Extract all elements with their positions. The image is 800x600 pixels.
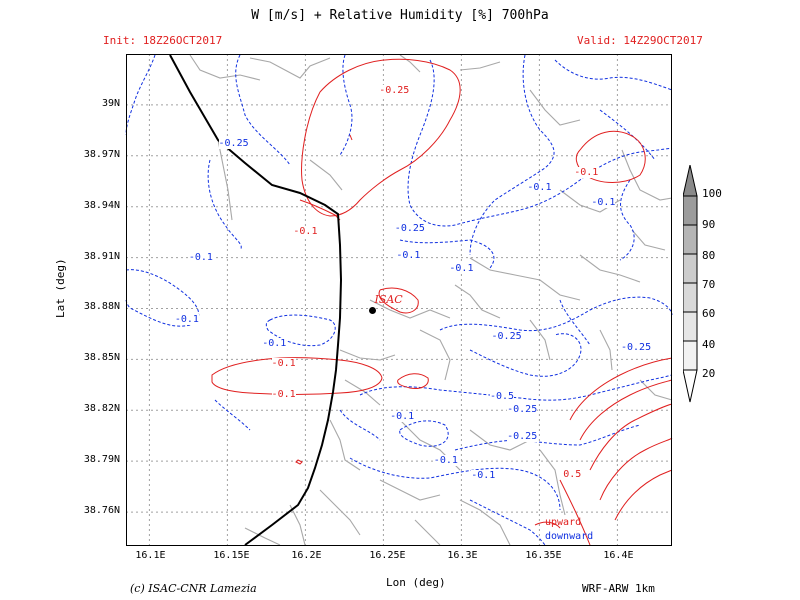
- upward-contour-label: -0.1: [271, 358, 296, 370]
- upward-contours: [211, 58, 673, 546]
- y-tick-label: 38.97N: [83, 148, 120, 160]
- x-tick-label: 16.15E: [213, 550, 250, 561]
- colorbar-bottom-arrow: [683, 369, 698, 403]
- upward-contour-label: -0.1: [271, 389, 296, 400]
- upward-contour-label: -0.1: [574, 166, 599, 178]
- legend-downward: downward: [545, 531, 594, 542]
- upward-contour-label: -0.1: [293, 226, 318, 238]
- y-axis-label: Lat (deg): [54, 258, 67, 318]
- colorbar-swatch: [683, 282, 698, 313]
- site-marker: [368, 306, 376, 314]
- map-title: W [m/s] + Relative Humidity [%] 700hPa: [251, 8, 549, 23]
- x-tick-label: 16.25E: [369, 550, 406, 561]
- credit-text: (c) ISAC-CNR Lamezia: [130, 582, 257, 595]
- y-tick-label: 38.94N: [83, 199, 120, 211]
- downward-contour-label: -0.1: [262, 338, 287, 350]
- colorbar-swatch: [683, 195, 698, 226]
- plot-frame: [126, 54, 672, 546]
- x-tick-label: 16.2E: [291, 550, 322, 561]
- downward-contour-label: -0.1: [390, 411, 415, 423]
- y-tick-label: 38.79N: [83, 454, 120, 466]
- downward-contour-label: -0.1: [188, 251, 213, 263]
- colorbar-label: 40: [702, 338, 716, 351]
- colorbar-swatch: [683, 253, 698, 284]
- x-tick-label: 16.1E: [135, 550, 166, 561]
- y-tick-label: 38.88N: [83, 301, 120, 313]
- colorbar-label: 90: [702, 218, 716, 231]
- x-tick-label: 16.4E: [603, 550, 634, 561]
- downward-contours: [125, 54, 673, 546]
- init-time: Init: 18Z26OCT2017: [103, 34, 223, 47]
- colorbar-label: 70: [702, 278, 716, 291]
- downward-contour-label: -0.25: [621, 341, 652, 353]
- x-tick-label: 16.35E: [525, 550, 562, 561]
- valid-time: Valid: 14Z29OCT2017: [577, 34, 703, 47]
- coastline: [169, 54, 343, 546]
- downward-contour-label: -0.25: [491, 331, 522, 343]
- y-tick-label: 39N: [101, 97, 120, 109]
- colorbar-label: 80: [702, 249, 716, 262]
- colorbar-label: 100: [702, 187, 722, 200]
- y-tick-label: 38.91N: [83, 250, 120, 262]
- upward-contour-label: -0.25: [379, 85, 410, 97]
- y-tick-label: 38.82N: [83, 403, 120, 415]
- legend-upward: upward: [545, 517, 582, 528]
- downward-contour-label: -0.1: [433, 455, 458, 467]
- downward-contour-label: -0.1: [396, 249, 421, 261]
- site-label: ISAC: [374, 293, 403, 307]
- model-label: WRF-ARW 1km: [582, 582, 655, 595]
- colorbar-swatch: [683, 311, 698, 342]
- terrain-contours: [189, 54, 673, 546]
- downward-contour-label: -0.25: [507, 431, 538, 443]
- y-tick-label: 38.85N: [83, 352, 120, 364]
- x-tick-label: 16.3E: [447, 550, 478, 561]
- downward-contour-label: -0.1: [449, 263, 474, 275]
- downward-contour-label: -0.1: [527, 182, 552, 194]
- y-tick-label: 38.76N: [83, 505, 120, 517]
- colorbar-swatch: [683, 224, 698, 255]
- x-axis-label: Lon (deg): [386, 576, 446, 589]
- colorbar-top-arrow: [683, 165, 698, 197]
- downward-contour-label: -0.1: [174, 314, 199, 326]
- colorbar-label: 20: [702, 367, 716, 380]
- upward-contour-label: 0.5: [563, 468, 582, 480]
- downward-contour-label: -0.1: [471, 470, 496, 482]
- downward-contour-label: -0.5: [489, 390, 515, 402]
- downward-contour-label: -0.25: [218, 137, 249, 149]
- colorbar-swatch: [683, 340, 698, 371]
- colorbar-graphic: [683, 165, 698, 403]
- downward-contour-label: -0.1: [591, 197, 616, 209]
- downward-contour-label: -0.25: [507, 404, 538, 416]
- colorbar-label: 60: [702, 307, 716, 320]
- grid-lines: [126, 54, 672, 546]
- downward-contour-label: -0.25: [394, 222, 425, 234]
